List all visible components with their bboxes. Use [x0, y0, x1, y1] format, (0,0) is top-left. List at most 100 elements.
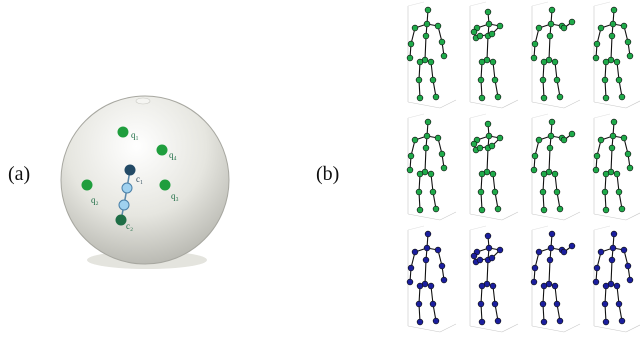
- skeleton-joint: [406, 54, 414, 62]
- skeleton-joint: [415, 76, 423, 84]
- skeleton-bone: [424, 35, 427, 61]
- skeleton-joint: [476, 256, 484, 264]
- skeleton-joint: [620, 246, 628, 254]
- skeleton-joint: [438, 38, 446, 46]
- skeleton-joint: [416, 58, 424, 66]
- skeleton-joint: [494, 93, 502, 101]
- skeleton-joint: [540, 318, 548, 326]
- skeleton-joint: [489, 58, 497, 66]
- skeleton-joint: [478, 318, 486, 326]
- axis-line: [407, 325, 441, 333]
- skeleton-joint: [602, 282, 610, 290]
- skeleton-cell: [592, 113, 640, 221]
- chain-label-c1: c₁: [136, 174, 143, 184]
- skeleton-joint: [406, 278, 414, 286]
- skeleton-cell: [406, 1, 457, 109]
- axis-line: [563, 211, 581, 221]
- chain-node-top: [124, 164, 136, 176]
- skeleton-joint: [553, 300, 561, 308]
- skeleton-joint: [551, 282, 559, 290]
- skeleton-joint: [434, 246, 442, 254]
- skeleton-joint: [553, 76, 561, 84]
- axis-line: [593, 101, 627, 109]
- skeleton-joint: [427, 170, 435, 178]
- axis-line: [469, 225, 487, 231]
- point-q4: [156, 144, 168, 156]
- skeleton-joint: [592, 278, 600, 286]
- skeleton-cell: [406, 225, 457, 333]
- axis-line: [563, 99, 581, 109]
- skeleton-joint: [476, 32, 484, 40]
- skeleton-joint: [539, 300, 547, 308]
- skeleton-joint: [484, 232, 492, 240]
- skeleton-joint: [416, 282, 424, 290]
- skeleton-joint: [548, 118, 556, 126]
- skeleton-joint: [539, 188, 547, 196]
- skeleton-joint: [547, 20, 555, 28]
- skeleton-joint: [615, 76, 623, 84]
- skeleton-joint: [440, 52, 448, 60]
- axis-line: [501, 323, 519, 333]
- skeleton-joint: [624, 38, 632, 46]
- skeleton-joint: [423, 132, 431, 140]
- skeleton-cell: [592, 225, 640, 333]
- skeleton-joint: [602, 170, 610, 178]
- sphere-diagram: c₁ c₂ q₁ q₄ q₂ q₃: [60, 95, 230, 269]
- axis-line: [469, 325, 503, 333]
- skeleton-joint: [416, 94, 424, 102]
- skeleton-joint: [593, 152, 601, 160]
- skeleton-joint: [601, 188, 609, 196]
- skeleton-joint: [438, 262, 446, 270]
- skeleton-joint: [593, 40, 601, 48]
- skeleton-joint: [530, 278, 538, 286]
- skeleton-joint: [568, 242, 576, 250]
- skeleton-joint: [602, 206, 610, 214]
- skeleton-joint: [602, 94, 610, 102]
- skeleton-joint: [407, 152, 415, 160]
- skeleton-joint: [478, 58, 486, 66]
- skeleton-joint: [547, 244, 555, 252]
- skeleton-joint: [427, 282, 435, 290]
- skeleton-joint: [423, 20, 431, 28]
- skeleton-joint: [411, 248, 419, 256]
- skeleton-joint: [438, 150, 446, 158]
- skeleton-bone: [548, 147, 551, 173]
- sphere-top-knob: [135, 97, 151, 105]
- skeleton-cell: [530, 225, 581, 333]
- skeleton-joint: [488, 254, 496, 262]
- skeleton-joint: [556, 205, 564, 213]
- skeleton-joint: [416, 206, 424, 214]
- point-q3: [159, 179, 171, 191]
- skeleton-joint: [556, 317, 564, 325]
- skeleton-joint: [424, 118, 432, 126]
- skeleton-joint: [615, 188, 623, 196]
- axis-line: [531, 225, 549, 231]
- axis-line: [439, 99, 457, 109]
- skeleton-joint: [531, 40, 539, 48]
- skeleton-joint: [626, 164, 634, 172]
- skeleton-joint: [568, 18, 576, 26]
- skeleton-joint: [618, 93, 626, 101]
- skeleton-bone: [424, 259, 427, 285]
- skeleton-joint: [407, 40, 415, 48]
- skeleton-joint: [488, 142, 496, 150]
- chain-node: [118, 199, 130, 211]
- axis-line: [531, 101, 565, 109]
- skeleton-joint: [610, 118, 618, 126]
- skeleton-joint: [427, 58, 435, 66]
- skeleton-cell: [592, 1, 640, 109]
- skeleton-joint: [548, 6, 556, 14]
- axis-line: [469, 101, 503, 109]
- skeleton-joint: [597, 248, 605, 256]
- skeleton-joint: [615, 300, 623, 308]
- skeleton-joint: [613, 170, 621, 178]
- skeleton-joint: [610, 6, 618, 14]
- axis-line: [469, 113, 487, 119]
- skeleton-joint: [597, 24, 605, 32]
- skeleton-joint: [530, 166, 538, 174]
- skeleton-bone: [610, 147, 613, 173]
- skeleton-joint: [626, 276, 634, 284]
- sphere: [60, 95, 230, 265]
- skeleton-joint: [489, 282, 497, 290]
- skeleton-joint: [535, 136, 543, 144]
